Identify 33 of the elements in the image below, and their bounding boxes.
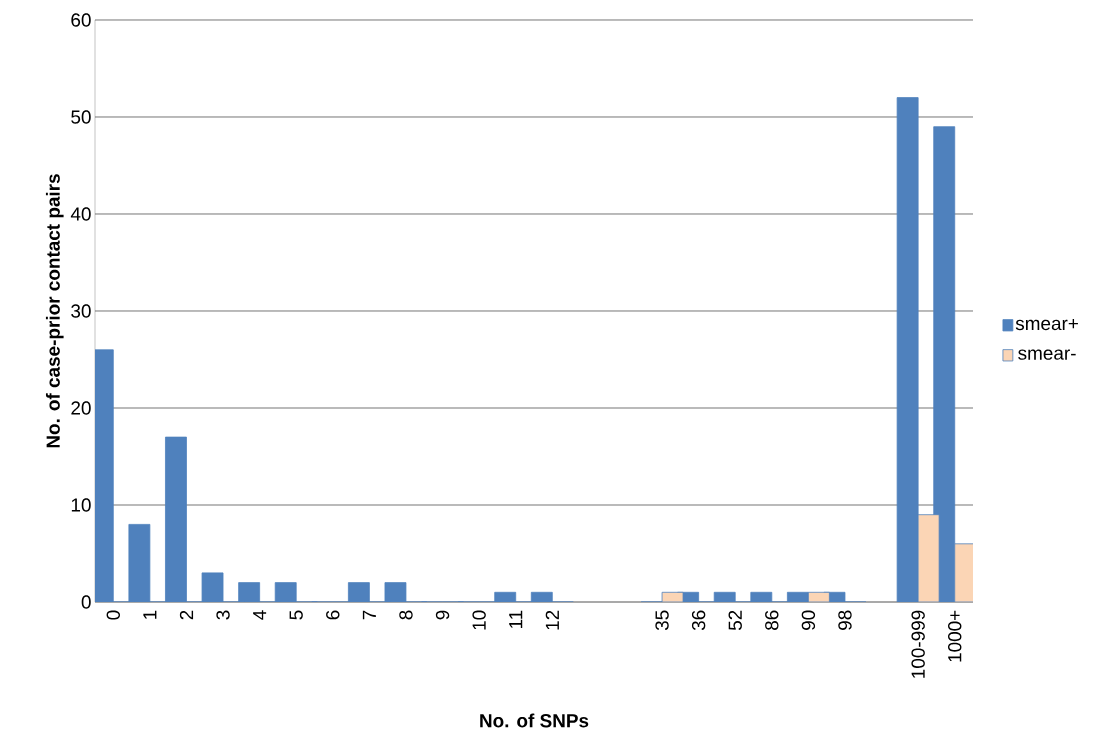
y-tick-label: 10 — [71, 498, 91, 512]
x-tick-label: 0 — [106, 610, 120, 620]
y-tick-label: 20 — [71, 401, 91, 415]
x-tick-label: 7 — [362, 610, 376, 620]
x-tick-label: 11 — [509, 610, 523, 628]
x-tick-label: 8 — [399, 610, 413, 620]
x-tick-label: 98 — [838, 610, 852, 630]
x-tick-label: 52 — [728, 610, 742, 631]
x-tick-label: 5 — [289, 610, 303, 620]
x-tick-label: 90 — [801, 610, 816, 630]
bar — [954, 543, 974, 602]
x-tick-label: 2 — [179, 610, 194, 620]
x-axis-title: No. of SNPs — [480, 713, 589, 728]
x-tick-label: 100-999 — [911, 610, 925, 678]
x-tick-label: 6 — [326, 610, 340, 620]
x-tick-label: 35 — [655, 610, 669, 631]
x-tick-label: 9 — [435, 610, 450, 620]
x-tick-label: 3 — [216, 610, 230, 620]
y-axis-title: No. of case-prior contact pairs — [45, 174, 64, 448]
x-tick-label: 12 — [545, 610, 559, 630]
x-tick-label: 1000+ — [948, 610, 962, 662]
x-tick-label: 4 — [253, 610, 267, 620]
x-tick-label: 36 — [691, 610, 706, 631]
legend-label: smear+ — [1015, 319, 1078, 331]
legend-label: smear- — [1018, 349, 1076, 360]
x-tick-label: 86 — [765, 610, 779, 630]
y-tick-label: 30 — [71, 304, 91, 318]
x-tick-label: 1 — [143, 610, 157, 619]
x-tick-label: 10 — [472, 610, 486, 630]
y-tick-label: 40 — [70, 207, 91, 221]
y-tick-label: 50 — [71, 110, 91, 124]
y-tick-label: 0 — [81, 595, 91, 609]
y-tick-label: 60 — [71, 13, 91, 27]
